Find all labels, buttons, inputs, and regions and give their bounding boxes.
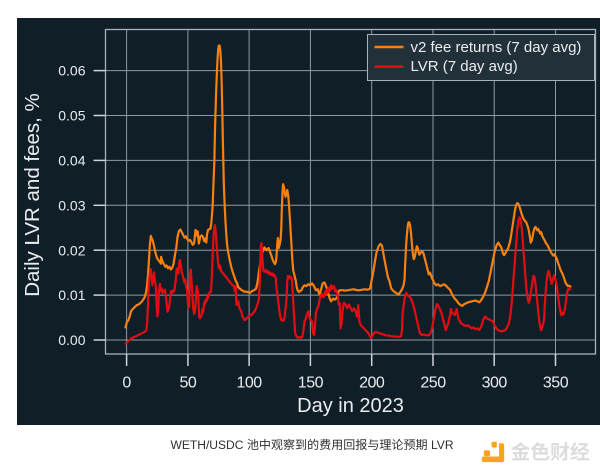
svg-text:0.01: 0.01 bbox=[58, 287, 85, 303]
svg-text:Day in 2023: Day in 2023 bbox=[297, 395, 404, 417]
svg-text:LVR (7 day avg): LVR (7 day avg) bbox=[411, 58, 518, 75]
svg-text:0.05: 0.05 bbox=[58, 108, 85, 124]
svg-text:100: 100 bbox=[236, 375, 262, 392]
svg-text:200: 200 bbox=[359, 375, 385, 392]
svg-text:0.02: 0.02 bbox=[58, 242, 85, 258]
svg-text:0.04: 0.04 bbox=[58, 153, 85, 169]
svg-text:150: 150 bbox=[298, 375, 324, 392]
svg-text:250: 250 bbox=[420, 375, 446, 392]
svg-text:300: 300 bbox=[482, 375, 508, 392]
svg-text:0: 0 bbox=[122, 375, 131, 392]
svg-text:350: 350 bbox=[543, 375, 569, 392]
svg-text:LVR: LVR bbox=[431, 438, 454, 452]
svg-text:v2 fee returns (7 day avg): v2 fee returns (7 day avg) bbox=[411, 39, 582, 56]
svg-text:0.03: 0.03 bbox=[58, 197, 85, 213]
svg-text:WETH/USDC: WETH/USDC bbox=[171, 438, 244, 452]
svg-text:0.06: 0.06 bbox=[58, 63, 85, 79]
svg-text:50: 50 bbox=[180, 375, 197, 392]
svg-text:0.00: 0.00 bbox=[58, 332, 85, 348]
svg-text:Daily LVR and fees, %: Daily LVR and fees, % bbox=[21, 93, 44, 297]
